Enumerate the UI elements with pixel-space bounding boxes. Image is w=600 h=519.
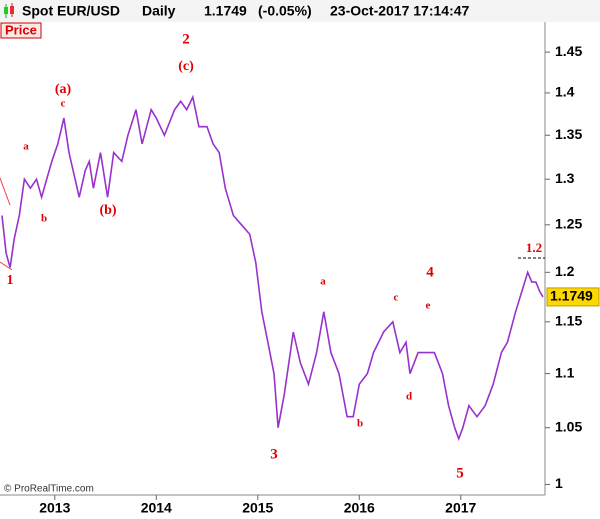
panel-label: Price: [5, 22, 37, 37]
x-tick-label: 2017: [445, 500, 476, 516]
period: Daily: [142, 3, 176, 19]
datetime: 23-Oct-2017 17:14:47: [330, 3, 470, 19]
y-tick-label: 1.3: [555, 170, 575, 186]
wave-label: a: [23, 141, 29, 153]
price-tag-label: 1.1749: [550, 288, 593, 304]
price-tag: [546, 287, 600, 307]
wave-label: 1.2: [526, 240, 542, 255]
wave-label: b: [41, 213, 47, 225]
channel-line: [0, 177, 11, 206]
wave-label: (a): [55, 82, 72, 97]
last-price: 1.1749: [204, 3, 247, 19]
y-tick-label: 1.2: [555, 263, 575, 279]
price-line: [1, 94, 544, 442]
wave-label: e: [426, 300, 431, 312]
y-tick-label: 1.1: [555, 364, 575, 380]
wave-label: 2: [182, 31, 190, 47]
wave-label: 4: [426, 264, 434, 280]
y-tick-label: 1.35: [555, 126, 582, 142]
wave-label: 3: [270, 446, 278, 462]
instrument: Spot EUR/USD: [22, 3, 120, 19]
channel-line: [0, 261, 13, 271]
header-bar: [0, 0, 600, 22]
x-tick-label: 2014: [141, 500, 172, 516]
wave-label: 1: [7, 273, 14, 288]
y-tick-label: 1.25: [555, 216, 582, 232]
x-tick-label: 2016: [344, 500, 375, 516]
change: (-0.05%): [258, 3, 312, 19]
icon: [4, 7, 8, 14]
wave-label: b: [357, 418, 363, 430]
y-tick-label: 1.45: [555, 43, 582, 59]
panel-label-box: [0, 22, 42, 39]
y-tick-label: 1: [555, 475, 563, 491]
wave-label: a: [320, 276, 326, 288]
wave-label: (c): [178, 59, 194, 74]
wave-label: c: [394, 292, 399, 304]
x-tick-label: 2013: [39, 500, 70, 516]
y-tick-label: 1.05: [555, 418, 582, 434]
wave-label: d: [406, 391, 412, 403]
wave-label: 5: [456, 465, 464, 481]
wave-label: (b): [99, 203, 116, 218]
y-tick-label: 1.15: [555, 313, 582, 329]
icon: [10, 6, 14, 14]
copyright: © ProRealTime.com: [4, 484, 94, 495]
wave-label: c: [61, 98, 66, 110]
x-tick-label: 2015: [242, 500, 273, 516]
y-tick-label: 1.4: [555, 84, 575, 100]
